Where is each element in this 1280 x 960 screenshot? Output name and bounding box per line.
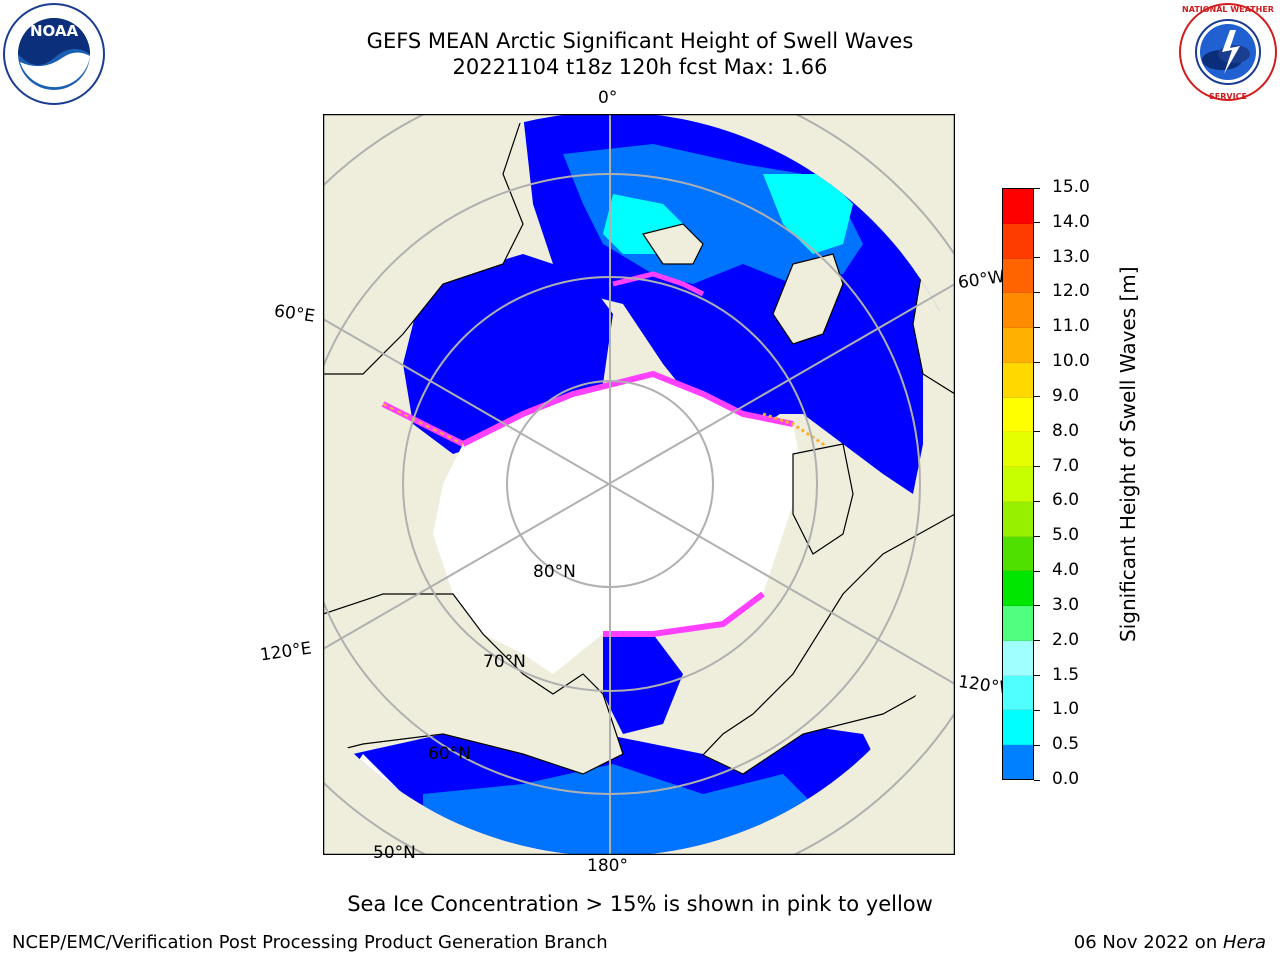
colorbar-tick-label: 13.0 — [1052, 246, 1090, 267]
footer-date: 06 Nov 2022 on Hera — [1073, 932, 1266, 953]
colorbar-segment — [1003, 606, 1033, 641]
lon-label-120e: 120°E — [258, 638, 313, 666]
colorbar — [1002, 188, 1034, 780]
colorbar-tick-label: 15.0 — [1052, 177, 1090, 197]
noaa-logo: NOAA — [2, 2, 106, 106]
lon-label-60w: 60°W — [956, 266, 1007, 294]
lat-label-60: 60°N — [428, 744, 471, 764]
colorbar-tick-label: 12.0 — [1052, 281, 1090, 302]
colorbar-tick-label: 0.0 — [1052, 769, 1080, 789]
lon-label-60e: 60°E — [272, 301, 317, 327]
colorbar-tick-label: 4.0 — [1052, 560, 1080, 581]
footer-credit: NCEP/EMC/Verification Post Processing Pr… — [12, 932, 608, 953]
svg-text:SERVICE: SERVICE — [1209, 92, 1247, 101]
colorbar-tick-mark — [1034, 187, 1040, 189]
lon-label-0: 0° — [598, 88, 618, 108]
colorbar-tick-label: 11.0 — [1052, 316, 1090, 337]
colorbar-tick-mark — [1034, 570, 1040, 572]
sea-ice-note: Sea Ice Concentration > 15% is shown in … — [347, 892, 933, 916]
colorbar-tick-mark — [1034, 605, 1040, 607]
colorbar-tick-mark — [1034, 222, 1040, 224]
lon-label-180: 180° — [587, 856, 628, 876]
colorbar-tick-label: 2.0 — [1052, 629, 1080, 650]
colorbar-segment — [1003, 223, 1033, 259]
colorbar-segment — [1003, 640, 1033, 676]
colorbar-segment — [1003, 189, 1033, 224]
colorbar-tick-mark — [1034, 535, 1040, 537]
colorbar-tick-mark — [1034, 466, 1040, 468]
chart-subtitle: 20221104 t18z 120h fcst Max: 1.66 — [452, 55, 828, 79]
colorbar-tick-mark — [1034, 709, 1040, 711]
colorbar-segment — [1003, 536, 1033, 572]
colorbar-tick-mark — [1034, 291, 1040, 293]
colorbar-segment — [1003, 362, 1033, 398]
colorbar-segment — [1003, 258, 1033, 294]
colorbar-segment — [1003, 710, 1033, 746]
colorbar-tick-mark — [1034, 675, 1040, 677]
lat-label-50: 50°N — [373, 843, 416, 863]
footer-machine: Hera — [1222, 932, 1266, 953]
lat-label-80: 80°N — [533, 562, 576, 582]
colorbar-segment — [1003, 293, 1033, 329]
colorbar-tick-label: 3.0 — [1052, 594, 1080, 615]
colorbar-tick-mark — [1034, 640, 1040, 642]
chart-title: GEFS MEAN Arctic Significant Height of S… — [366, 29, 914, 53]
colorbar-segment — [1003, 328, 1033, 363]
colorbar-tick-label: 6.0 — [1052, 490, 1080, 511]
colorbar-tick-mark — [1034, 326, 1040, 328]
colorbar-segment — [1003, 571, 1033, 607]
colorbar-tick-mark — [1034, 396, 1040, 398]
lat-label-70: 70°N — [483, 652, 526, 672]
colorbar-tick-label: 10.0 — [1052, 351, 1090, 372]
colorbar-tick-label: 14.0 — [1052, 211, 1090, 232]
colorbar-tick-label: 7.0 — [1052, 455, 1080, 476]
colorbar-segment — [1003, 501, 1033, 537]
colorbar-tick-mark — [1034, 257, 1040, 259]
colorbar-tick-mark — [1034, 500, 1040, 502]
colorbar-segment — [1003, 675, 1033, 711]
colorbar-tick-label: 5.0 — [1052, 525, 1080, 546]
colorbar-tick-label: 8.0 — [1052, 420, 1080, 441]
colorbar-segment — [1003, 467, 1033, 502]
colorbar-tick-mark — [1034, 431, 1040, 433]
nws-logo: NATIONAL WEATHER SERVICE — [1178, 2, 1278, 102]
colorbar-segment — [1003, 432, 1033, 468]
svg-text:NOAA: NOAA — [30, 22, 79, 40]
colorbar-tick-label: 0.5 — [1052, 734, 1080, 755]
graticule — [323, 114, 955, 855]
colorbar-label: Significant Height of Swell Waves [m] — [1116, 266, 1140, 642]
colorbar-tick-label: 1.0 — [1052, 699, 1080, 720]
svg-text:NATIONAL WEATHER: NATIONAL WEATHER — [1182, 5, 1274, 14]
colorbar-segment — [1003, 745, 1033, 780]
colorbar-tick-label: 9.0 — [1052, 385, 1080, 406]
colorbar-tick-mark — [1034, 779, 1040, 781]
colorbar-segment — [1003, 397, 1033, 433]
arctic-map — [322, 113, 956, 856]
colorbar-tick-label: 1.5 — [1052, 664, 1080, 685]
colorbar-tick-mark — [1034, 744, 1040, 746]
colorbar-tick-mark — [1034, 361, 1040, 363]
